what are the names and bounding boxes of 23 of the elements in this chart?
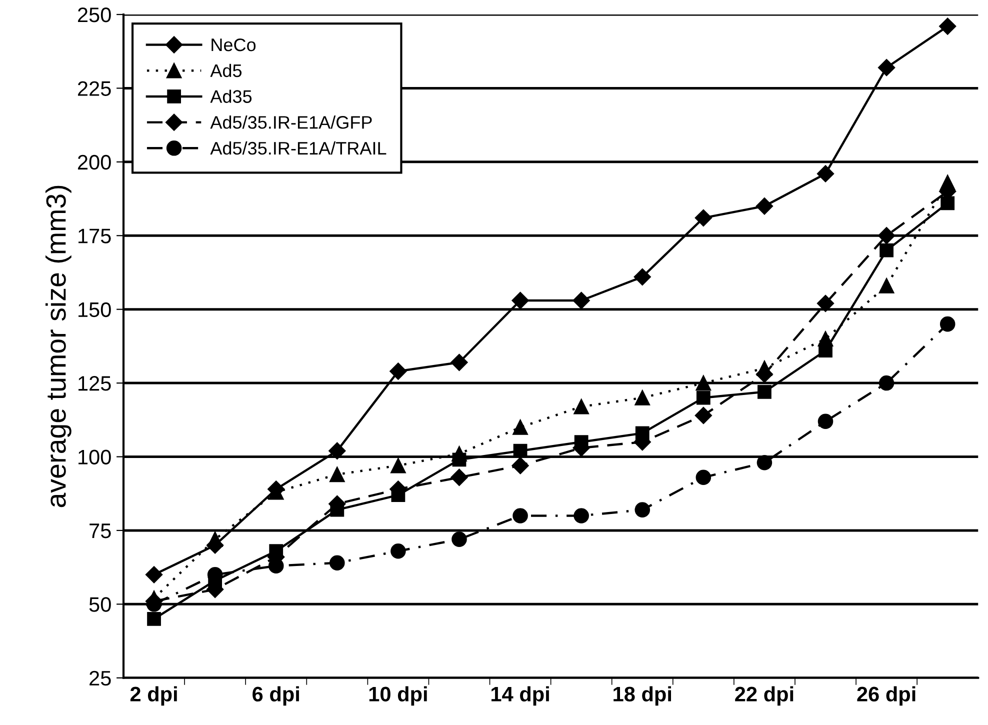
- legend-label: Ad5: [210, 64, 242, 78]
- x-tick-label: 2 dpi: [130, 686, 177, 706]
- y-tick-label: 75: [90, 524, 111, 538]
- legend-label: Ad35: [210, 90, 252, 103]
- x-tick-label: 14 dpi: [492, 686, 549, 706]
- y-tick-label: 175: [78, 228, 111, 244]
- x-tick-label: 22 dpi: [735, 686, 794, 706]
- y-tick-label: 200: [78, 154, 111, 170]
- y-tick-label: 50: [89, 597, 111, 612]
- y-tick-label: 150: [78, 302, 111, 318]
- y-tick-label: 225: [78, 81, 111, 96]
- legend-label: Ad5/35.IR-E1A/GFP: [210, 116, 372, 129]
- y-axis-title: average tumor size (mm3): [45, 186, 72, 508]
- x-tick-label: 6 dpi: [252, 686, 299, 706]
- x-tick-label: 18 dpi: [614, 686, 672, 706]
- y-tick-label: 100: [78, 450, 111, 465]
- y-tick-label: 250: [78, 8, 111, 22]
- y-tick-label: 125: [78, 376, 111, 391]
- x-tick-label: 26 dpi: [857, 686, 916, 706]
- y-tick-label: 25: [90, 670, 111, 686]
- x-tick-label: 10 dpi: [369, 686, 427, 706]
- legend-label: NeCo: [212, 38, 256, 52]
- legend-label: Ad5/35.IR-E1A/TRAIL: [210, 141, 386, 155]
